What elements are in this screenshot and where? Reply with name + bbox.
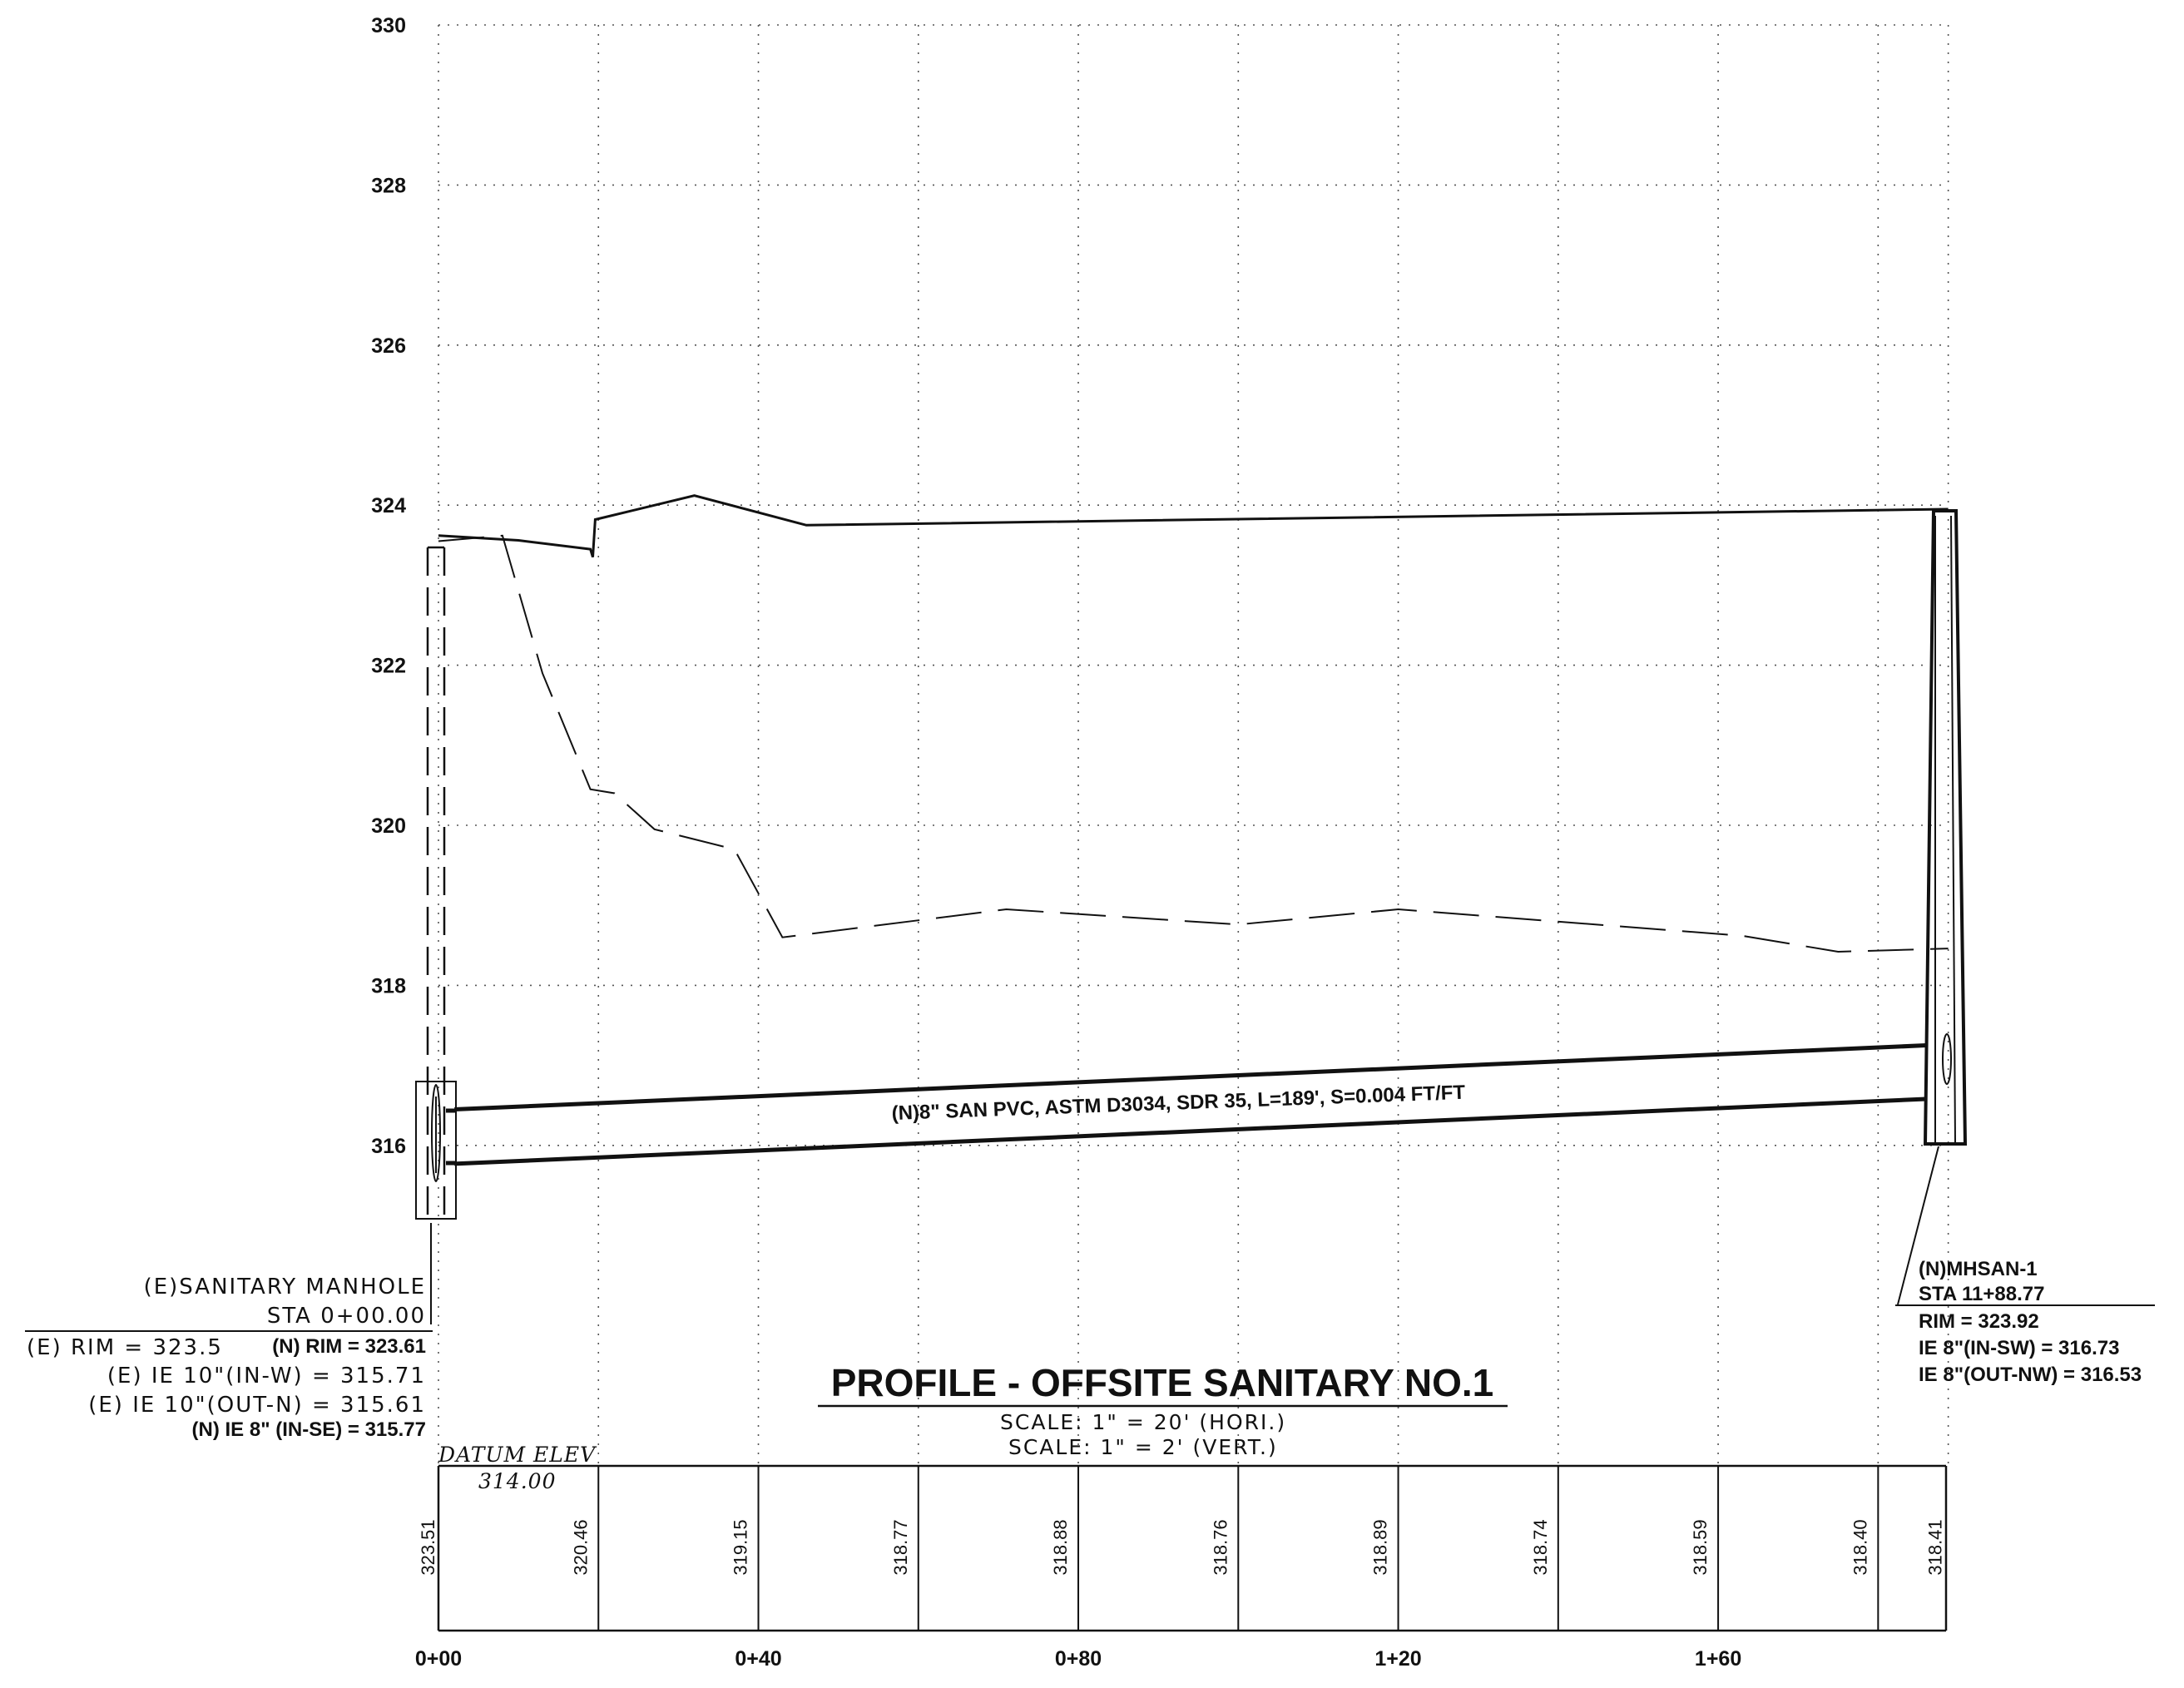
station-elevation-value: 318.77 xyxy=(890,1519,911,1575)
station-elevation-value: 318.89 xyxy=(1370,1519,1391,1575)
pipe-top-line xyxy=(454,1043,1927,1112)
right-mh-name: (N)MHSAN-1 xyxy=(1919,1258,2038,1280)
elevation-tick-label: 328 xyxy=(371,174,406,197)
station-elevation-value: 319.15 xyxy=(730,1519,751,1575)
station-elevation-value: 318.74 xyxy=(1530,1519,1551,1575)
left-mh-station: STA 0+00.00 xyxy=(267,1304,426,1329)
pipe-bottom-line xyxy=(454,1096,1927,1166)
elevation-axis: 316 318 320 322 324 326 328 330 xyxy=(371,14,406,1158)
grid-layer xyxy=(438,24,1949,1466)
left-manhole-callout: (E)SANITARY MANHOLE STA 0+00.00 (E) RIM … xyxy=(27,1275,426,1441)
station-elevation-value: 320.46 xyxy=(570,1519,591,1575)
datum-elev-value: 314.00 xyxy=(478,1469,556,1493)
right-mh-ie-in: IE 8"(IN-SW) = 316.73 xyxy=(1919,1337,2119,1359)
right-mh-station: STA 11+88.77 xyxy=(1919,1283,2044,1305)
station-elevation-value: 318.40 xyxy=(1850,1519,1870,1575)
station-tick-label: 1+60 xyxy=(1695,1647,1741,1671)
proposed-manhole xyxy=(1923,509,1968,1146)
datum-elev-label: DATUM ELEV xyxy=(438,1443,597,1467)
station-elevation-value: 318.88 xyxy=(1050,1519,1071,1575)
elevation-tick-label: 326 xyxy=(371,334,406,358)
scale-vertical: SCALE: 1" = 2' (VERT.) xyxy=(1008,1435,1278,1459)
elevation-tick-label: 318 xyxy=(371,974,406,997)
existing-manhole xyxy=(415,546,457,1220)
elevation-tick-label: 322 xyxy=(371,655,406,678)
left-mh-name: (E)SANITARY MANHOLE xyxy=(144,1275,426,1299)
datum-elevation-table: DATUM ELEV 314.00 xyxy=(437,1443,1948,1632)
right-mh-ie-out: IE 8"(OUT-NW) = 316.53 xyxy=(1919,1364,2142,1386)
station-elevation-value: 323.51 xyxy=(418,1519,438,1575)
right-leader xyxy=(1897,1146,1939,1305)
left-mh-rim-new: (N) RIM = 323.61 xyxy=(272,1335,426,1358)
right-mh-rim: RIM = 323.92 xyxy=(1919,1310,2039,1333)
proposed-grade-line xyxy=(438,494,1949,558)
station-tick-label: 0+40 xyxy=(735,1647,781,1671)
station-axis: 0+00 0+40 0+80 1+20 1+60 xyxy=(415,1647,1741,1671)
left-mh-ie-out-n: (E) IE 10"(OUT-N) = 315.61 xyxy=(88,1393,426,1418)
left-mh-ie-in-se: (N) IE 8" (IN-SE) = 315.77 xyxy=(192,1418,426,1441)
station-elevation-value: 318.41 xyxy=(1925,1519,1946,1575)
scale-horizontal: SCALE: 1" = 20' (HORI.) xyxy=(1000,1410,1286,1434)
station-tick-label: 1+20 xyxy=(1374,1647,1421,1671)
right-manhole-callout: (N)MHSAN-1 STA 11+88.77 RIM = 323.92 IE … xyxy=(1919,1258,2142,1386)
elevation-tick-label: 330 xyxy=(371,14,406,37)
station-tick-label: 0+00 xyxy=(415,1647,462,1671)
elevation-tick-label: 324 xyxy=(371,494,406,517)
left-mh-ie-in-w: (E) IE 10"(IN-W) = 315.71 xyxy=(107,1364,426,1389)
station-elevation-value: 318.59 xyxy=(1690,1519,1711,1575)
left-mh-rim-existing: (E) RIM = 323.5 xyxy=(27,1335,223,1360)
station-tick-label: 0+80 xyxy=(1055,1647,1102,1671)
station-elevation-value: 318.76 xyxy=(1210,1519,1231,1575)
drawing-title: PROFILE - OFFSITE SANITARY NO.1 xyxy=(831,1361,1494,1404)
station-elevations: 323.51 320.46 319.15 318.77 318.88 318.76 318.… xyxy=(418,1466,1946,1631)
elevation-tick-label: 320 xyxy=(371,814,406,838)
existing-grade-line xyxy=(438,534,1949,953)
elevation-tick-label: 316 xyxy=(371,1135,406,1158)
